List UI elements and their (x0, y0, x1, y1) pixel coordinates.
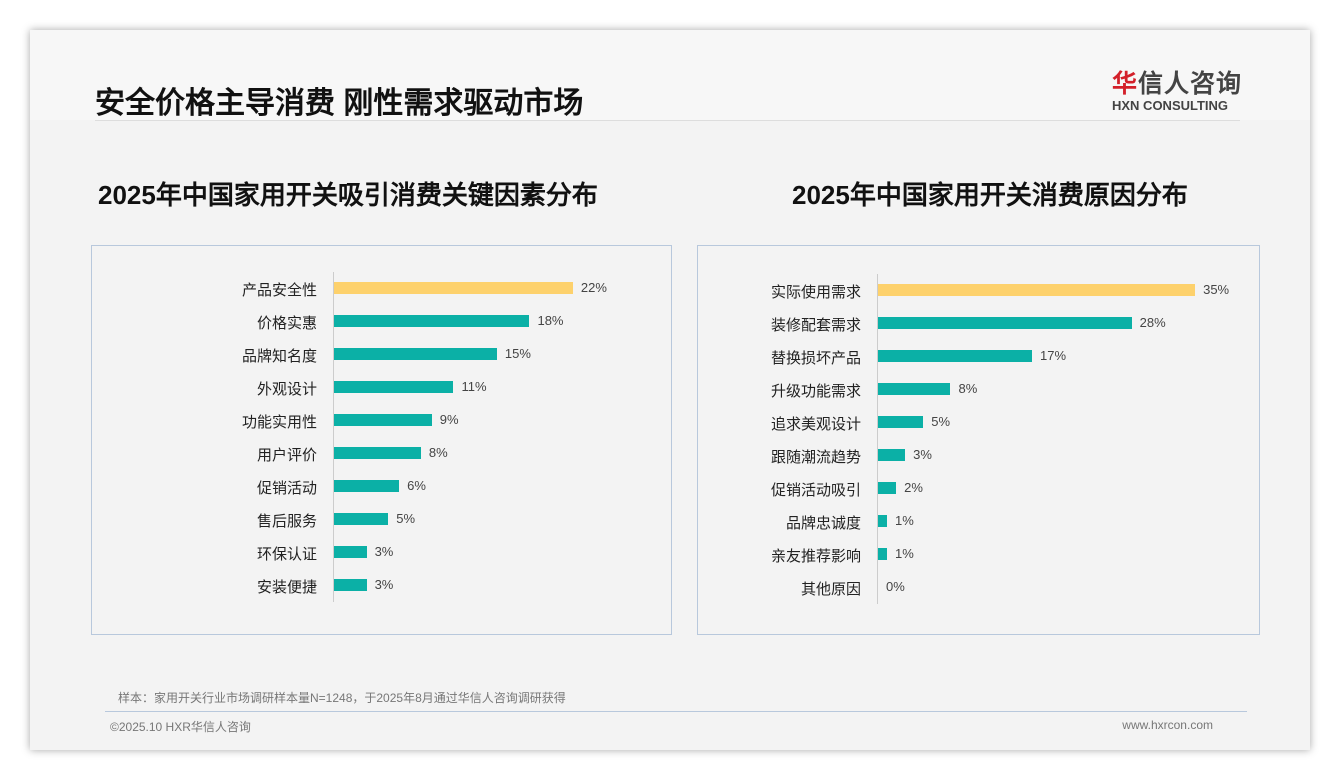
category-label: 产品安全性 (241, 282, 317, 299)
category-label: 追求美观设计 (770, 416, 861, 433)
data-label: 8% (958, 381, 978, 396)
logo-en: HXN CONSULTING (1112, 98, 1229, 113)
bar (334, 546, 367, 558)
bar (334, 315, 530, 327)
category-label: 装修配套需求 (770, 317, 861, 334)
bar (334, 447, 421, 459)
data-label: 0% (886, 579, 905, 594)
page-title: 安全价格主导消费 刚性需求驱动市场 (95, 87, 584, 120)
category-label: 售后服务 (256, 513, 317, 530)
bar (878, 350, 1033, 362)
logo: 华信人咨询 HXN CONSULTING (1112, 64, 1242, 113)
category-label: 品牌知名度 (241, 348, 317, 365)
bar (878, 449, 906, 461)
logo-mark: 华 (1112, 70, 1139, 98)
data-label: 15% (504, 346, 531, 361)
bar (878, 548, 888, 560)
data-label: 1% (895, 513, 914, 528)
logo-cn: 信人咨询 (1138, 70, 1243, 98)
slide: 安全价格主导消费 刚性需求驱动市场 华信人咨询 HXN CONSULTING 2… (30, 30, 1310, 750)
data-label: 3% (374, 577, 394, 592)
category-label: 品牌忠诚度 (785, 515, 861, 532)
data-label: 1% (895, 546, 914, 561)
bar (878, 284, 1196, 296)
bar (334, 348, 497, 360)
category-label: 功能实用性 (241, 414, 317, 431)
y-axis-line (877, 274, 878, 604)
bar (334, 513, 389, 525)
website-link[interactable]: www.hxrcon.com (1122, 718, 1213, 732)
category-label: 其他原因 (800, 581, 861, 598)
category-label: 升级功能需求 (770, 383, 861, 400)
data-label: 5% (396, 511, 416, 526)
data-label: 17% (1040, 348, 1067, 363)
bar (334, 579, 367, 591)
category-label: 环保认证 (256, 546, 317, 563)
category-label: 价格实惠 (256, 315, 317, 332)
chart1-panel (91, 245, 672, 635)
bar (334, 381, 454, 393)
category-label: 实际使用需求 (770, 284, 861, 301)
category-label: 亲友推荐影响 (770, 548, 861, 565)
data-label: 9% (439, 412, 459, 427)
data-label: 2% (904, 480, 923, 495)
header-band (30, 30, 1310, 120)
data-label: 35% (1203, 282, 1230, 297)
data-label: 28% (1139, 315, 1166, 330)
y-axis-line (333, 272, 334, 602)
category-label: 促销活动吸引 (770, 482, 861, 499)
bar (334, 480, 400, 492)
data-label: 6% (407, 478, 426, 493)
sample-note: 样本：家用开关行业市场调研样本量N=1248，于2025年8月通过华信人咨询调研… (118, 691, 566, 705)
bar (878, 383, 951, 395)
chart2-panel (697, 245, 1260, 635)
category-label: 用户评价 (256, 447, 317, 464)
divider (95, 120, 1240, 121)
category-label: 促销活动 (256, 480, 317, 497)
data-label: 3% (374, 544, 394, 559)
bar (334, 414, 432, 426)
data-label: 8% (428, 445, 448, 460)
category-label: 外观设计 (256, 381, 317, 398)
copyright: ©2025.10 HXR华信人咨询 (110, 720, 251, 734)
category-label: 安装便捷 (256, 579, 317, 596)
bar (334, 282, 573, 294)
bar (878, 416, 924, 428)
chart2-title: 2025年中国家用开关消费原因分布 (792, 180, 1188, 210)
data-label: 3% (913, 447, 932, 462)
bar (878, 317, 1132, 329)
bar (878, 515, 888, 527)
data-label: 5% (931, 414, 951, 429)
chart1-title: 2025年中国家用开关吸引消费关键因素分布 (98, 180, 598, 210)
footer-divider (105, 711, 1247, 712)
category-label: 跟随潮流趋势 (770, 449, 861, 466)
data-label: 22% (580, 280, 607, 295)
category-label: 替换损坏产品 (770, 350, 861, 367)
bar (878, 482, 897, 494)
data-label: 18% (537, 313, 564, 328)
data-label: 11% (461, 379, 487, 394)
